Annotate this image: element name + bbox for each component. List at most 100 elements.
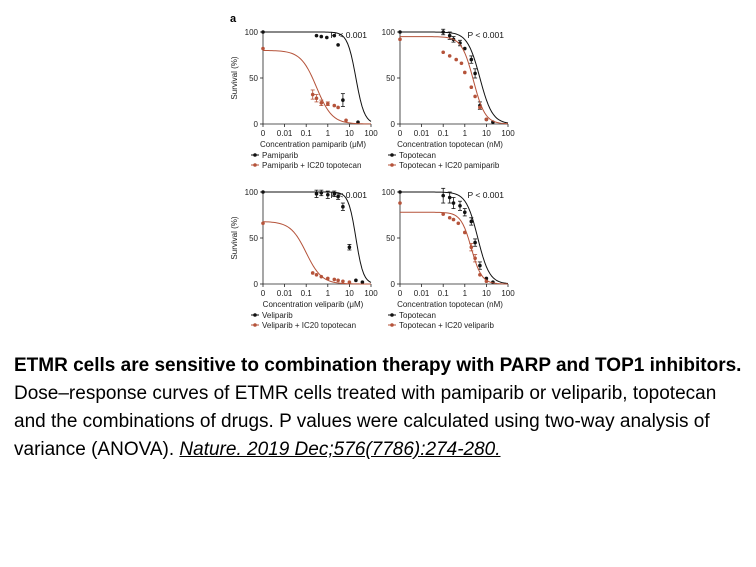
data-point: [319, 34, 324, 39]
x-tick-label: 100: [364, 129, 378, 138]
fit-curve-2: [262, 49, 372, 125]
data-point: [484, 279, 489, 284]
data-point: [360, 280, 365, 284]
data-point: [326, 101, 330, 106]
data-point: [326, 276, 330, 281]
legend-label: Pamiparib: [262, 151, 299, 160]
data-point: [344, 118, 348, 123]
legend-swatch-point: [253, 323, 257, 327]
caption-citation-link[interactable]: Nature. 2019 Dec;576(7786):274-280.: [179, 439, 501, 460]
x-tick-label: 0: [261, 129, 266, 138]
data-point: [441, 30, 445, 34]
y-tick-label: 50: [386, 74, 395, 83]
data-point: [356, 120, 360, 124]
x-tick-label: 100: [501, 289, 515, 298]
legend-label: Veliparib: [262, 311, 293, 320]
legend-swatch-point: [390, 153, 394, 157]
data-point: [310, 92, 315, 97]
data-point: [261, 46, 265, 51]
data-point: [314, 33, 319, 38]
legend-swatch-point: [390, 163, 394, 167]
data-point: [314, 273, 319, 277]
y-tick-label: 50: [249, 74, 258, 83]
fit-curve-1: [400, 31, 509, 124]
data-point: [478, 263, 482, 268]
data-point: [325, 35, 329, 40]
x-tick-label: 1: [326, 289, 331, 298]
y-tick-label: 0: [391, 280, 396, 289]
data-point: [336, 105, 340, 110]
x-axis-label: Concentration topotecan (nM): [397, 140, 503, 149]
panel-3: 0 50 100 0 0.01 0.1 1 10 100 Survival (%) Concentr…: [230, 188, 378, 330]
data-point: [463, 46, 467, 51]
x-tick-label: 0.01: [414, 289, 430, 298]
y-axis-label: Survival (%): [230, 216, 239, 259]
fit-curve-2: [400, 211, 509, 285]
data-point: [314, 96, 319, 101]
x-tick-label: 100: [364, 289, 378, 298]
data-point: [398, 201, 402, 205]
data-point: [473, 240, 477, 245]
data-point: [398, 190, 402, 194]
data-point: [473, 71, 477, 76]
data-point: [398, 30, 402, 34]
x-tick-label: 10: [345, 129, 354, 138]
x-tick-label: 0.1: [438, 129, 450, 138]
data-point: [261, 190, 265, 194]
data-point: [354, 278, 358, 283]
data-point: [473, 94, 477, 99]
data-point: [332, 33, 337, 38]
data-point: [441, 193, 445, 198]
data-point: [451, 201, 456, 205]
legend-swatch-point: [390, 313, 394, 317]
data-point: [458, 204, 462, 208]
data-point: [319, 191, 324, 195]
data-point: [478, 273, 482, 277]
y-tick-label: 0: [254, 120, 259, 129]
data-point: [441, 212, 445, 216]
y-tick-label: 0: [254, 280, 259, 289]
x-tick-label: 0.1: [301, 129, 313, 138]
data-point: [463, 230, 467, 235]
data-point: [454, 57, 459, 62]
data-point: [336, 278, 340, 283]
p-value-label: P < 0.001: [468, 30, 505, 40]
data-point: [473, 256, 477, 261]
y-tick-label: 100: [382, 188, 396, 197]
x-tick-label: 0.1: [438, 289, 450, 298]
p-value-label: P < 0.001: [331, 30, 368, 40]
x-tick-label: 1: [463, 289, 468, 298]
y-tick-label: 50: [386, 234, 395, 243]
x-tick-label: 10: [482, 289, 491, 298]
data-point: [463, 210, 467, 215]
data-point: [447, 33, 452, 38]
x-tick-label: 0: [398, 129, 403, 138]
data-point: [478, 105, 482, 110]
x-axis-label: Concentration pamiparib (μM): [260, 140, 366, 149]
y-axis-label: Survival (%): [230, 56, 239, 99]
x-tick-label: 100: [501, 129, 515, 138]
data-point: [447, 54, 452, 58]
legend-swatch-point: [253, 313, 257, 317]
data-point: [459, 61, 464, 66]
data-point: [456, 221, 461, 226]
data-point: [463, 70, 467, 75]
data-point: [261, 30, 265, 34]
legend-swatch-point: [253, 153, 257, 157]
x-tick-label: 10: [482, 129, 491, 138]
x-tick-label: 10: [345, 289, 354, 298]
data-point: [332, 192, 337, 196]
data-point: [261, 221, 265, 226]
y-tick-label: 0: [391, 120, 396, 129]
y-tick-label: 100: [245, 188, 259, 197]
p-value-label: P < 0.001: [468, 190, 505, 200]
data-point: [319, 274, 324, 279]
legend-label: Topotecan: [399, 311, 436, 320]
legend-swatch-point: [253, 163, 257, 167]
fit-curve-1: [263, 191, 372, 283]
fit-curve-2: [262, 221, 371, 285]
fit-curve-2: [400, 36, 509, 125]
data-point: [341, 279, 345, 284]
data-point: [336, 43, 340, 47]
